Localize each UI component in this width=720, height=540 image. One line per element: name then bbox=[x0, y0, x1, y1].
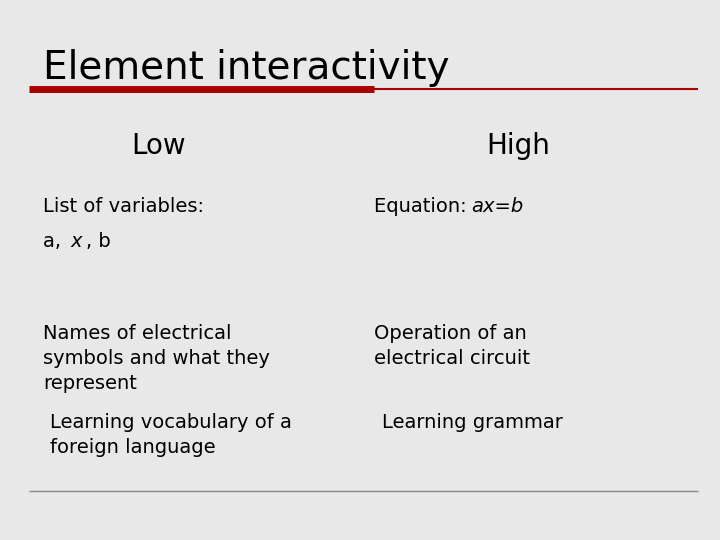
Text: , b: , b bbox=[86, 232, 111, 251]
Text: Equation:: Equation: bbox=[374, 197, 473, 216]
Text: Learning grammar: Learning grammar bbox=[382, 413, 562, 432]
Text: Names of electrical
symbols and what they
represent: Names of electrical symbols and what the… bbox=[43, 324, 270, 393]
Text: Learning vocabulary of a
foreign language: Learning vocabulary of a foreign languag… bbox=[50, 413, 292, 457]
Text: ax=b: ax=b bbox=[472, 197, 524, 216]
Text: List of variables:: List of variables: bbox=[43, 197, 204, 216]
Text: x: x bbox=[71, 232, 82, 251]
Text: Element interactivity: Element interactivity bbox=[43, 49, 450, 86]
Text: Low: Low bbox=[131, 132, 186, 160]
Text: Operation of an
electrical circuit: Operation of an electrical circuit bbox=[374, 324, 531, 368]
Text: High: High bbox=[487, 132, 550, 160]
Text: a,: a, bbox=[43, 232, 68, 251]
